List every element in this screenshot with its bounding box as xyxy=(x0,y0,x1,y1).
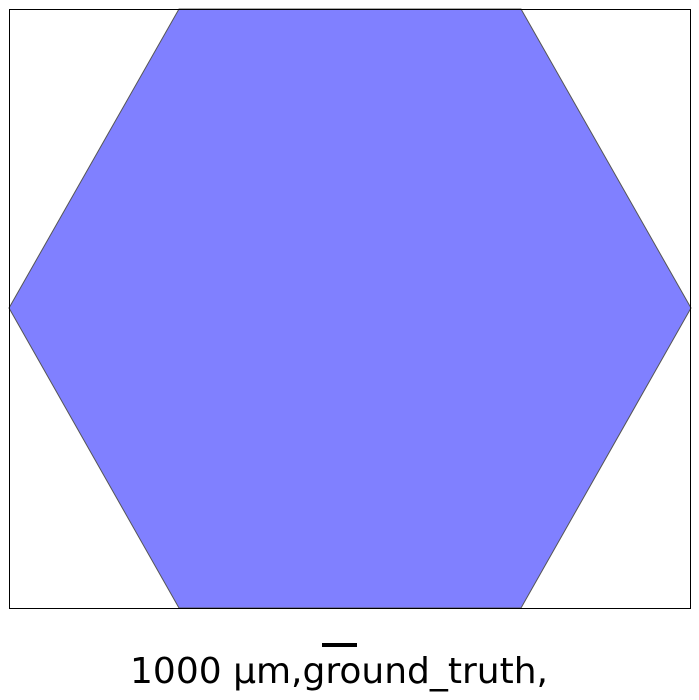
figure-caption: 1000 µm,ground_truth, xyxy=(130,651,548,692)
plot-frame xyxy=(9,9,691,609)
scale-bar xyxy=(322,643,357,647)
